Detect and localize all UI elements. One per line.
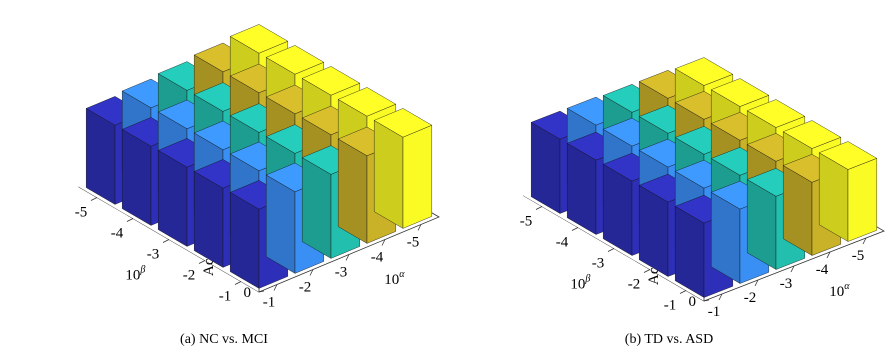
alpha-tick-label: -1	[708, 304, 721, 320]
beta-tick-mark	[162, 239, 170, 243]
z-tick-mark	[703, 299, 710, 302]
z-tick-label: 0	[689, 294, 697, 310]
alpha-tick-mark	[754, 279, 759, 287]
chart-panel-1: 020406080100-1-2-3-4-5-1-2-3-4-510α10βAc…	[75, 0, 440, 347]
beta-tick-label: -3	[592, 256, 605, 272]
beta-tick-label: -1	[664, 298, 677, 314]
z-tick-label: 0	[244, 285, 252, 301]
beta-tick-label: -2	[628, 277, 641, 293]
beta-tick-mark	[126, 218, 134, 222]
beta-tick-mark	[234, 281, 242, 285]
beta-tick-mark	[679, 290, 687, 294]
alpha-tick-label: -1	[263, 295, 276, 311]
bar	[373, 108, 433, 229]
beta-tick-label: -4	[556, 235, 569, 251]
alpha-tick-mark	[826, 251, 831, 259]
beta-tick-mark	[90, 197, 98, 201]
beta-tick-mark	[607, 248, 615, 252]
beta-tick-mark	[571, 227, 579, 231]
alpha-tick-label: -3	[780, 276, 793, 292]
panel-caption: (b) TD vs. ASD	[625, 332, 713, 347]
alpha-tick-label: -4	[371, 250, 384, 266]
alpha-tick-mark	[790, 265, 795, 273]
panel-caption: (a) NC vs. MCI	[180, 332, 268, 347]
alpha-tick-mark	[273, 284, 278, 291]
alpha-tick-label: -3	[335, 265, 348, 281]
alpha-tick-mark	[345, 254, 350, 261]
alpha-tick-mark	[862, 237, 867, 245]
alpha-tick-mark	[718, 293, 723, 301]
alpha-tick-label: -5	[407, 235, 420, 251]
beta-tick-mark	[535, 206, 543, 210]
chart-panel-2: 020406080100-1-2-3-4-5-1-2-3-4-510α10βAc…	[520, 6, 885, 347]
alpha-tick-mark	[381, 239, 386, 246]
beta-tick-label: -2	[183, 268, 196, 284]
z-tick-mark	[258, 290, 265, 293]
beta-tick-mark	[198, 260, 206, 264]
alpha-tick-label: -2	[299, 280, 312, 296]
alpha-tick-label: -2	[744, 290, 757, 306]
beta-axis-label: 10β	[125, 264, 145, 283]
alpha-axis-label: 10α	[384, 269, 405, 288]
beta-tick-label: -5	[75, 205, 88, 221]
bar	[818, 141, 878, 242]
beta-tick-mark	[643, 269, 651, 273]
beta-axis-label: 10β	[570, 273, 590, 292]
alpha-tick-label: -5	[852, 248, 865, 264]
beta-tick-label: -5	[520, 214, 533, 230]
alpha-tick-mark	[417, 224, 422, 231]
alpha-axis-label: 10α	[829, 281, 850, 300]
alpha-tick-label: -4	[816, 262, 829, 278]
beta-tick-label: -1	[219, 289, 232, 305]
alpha-tick-mark	[309, 269, 314, 276]
beta-tick-label: -3	[147, 247, 160, 263]
beta-tick-label: -4	[111, 226, 124, 242]
